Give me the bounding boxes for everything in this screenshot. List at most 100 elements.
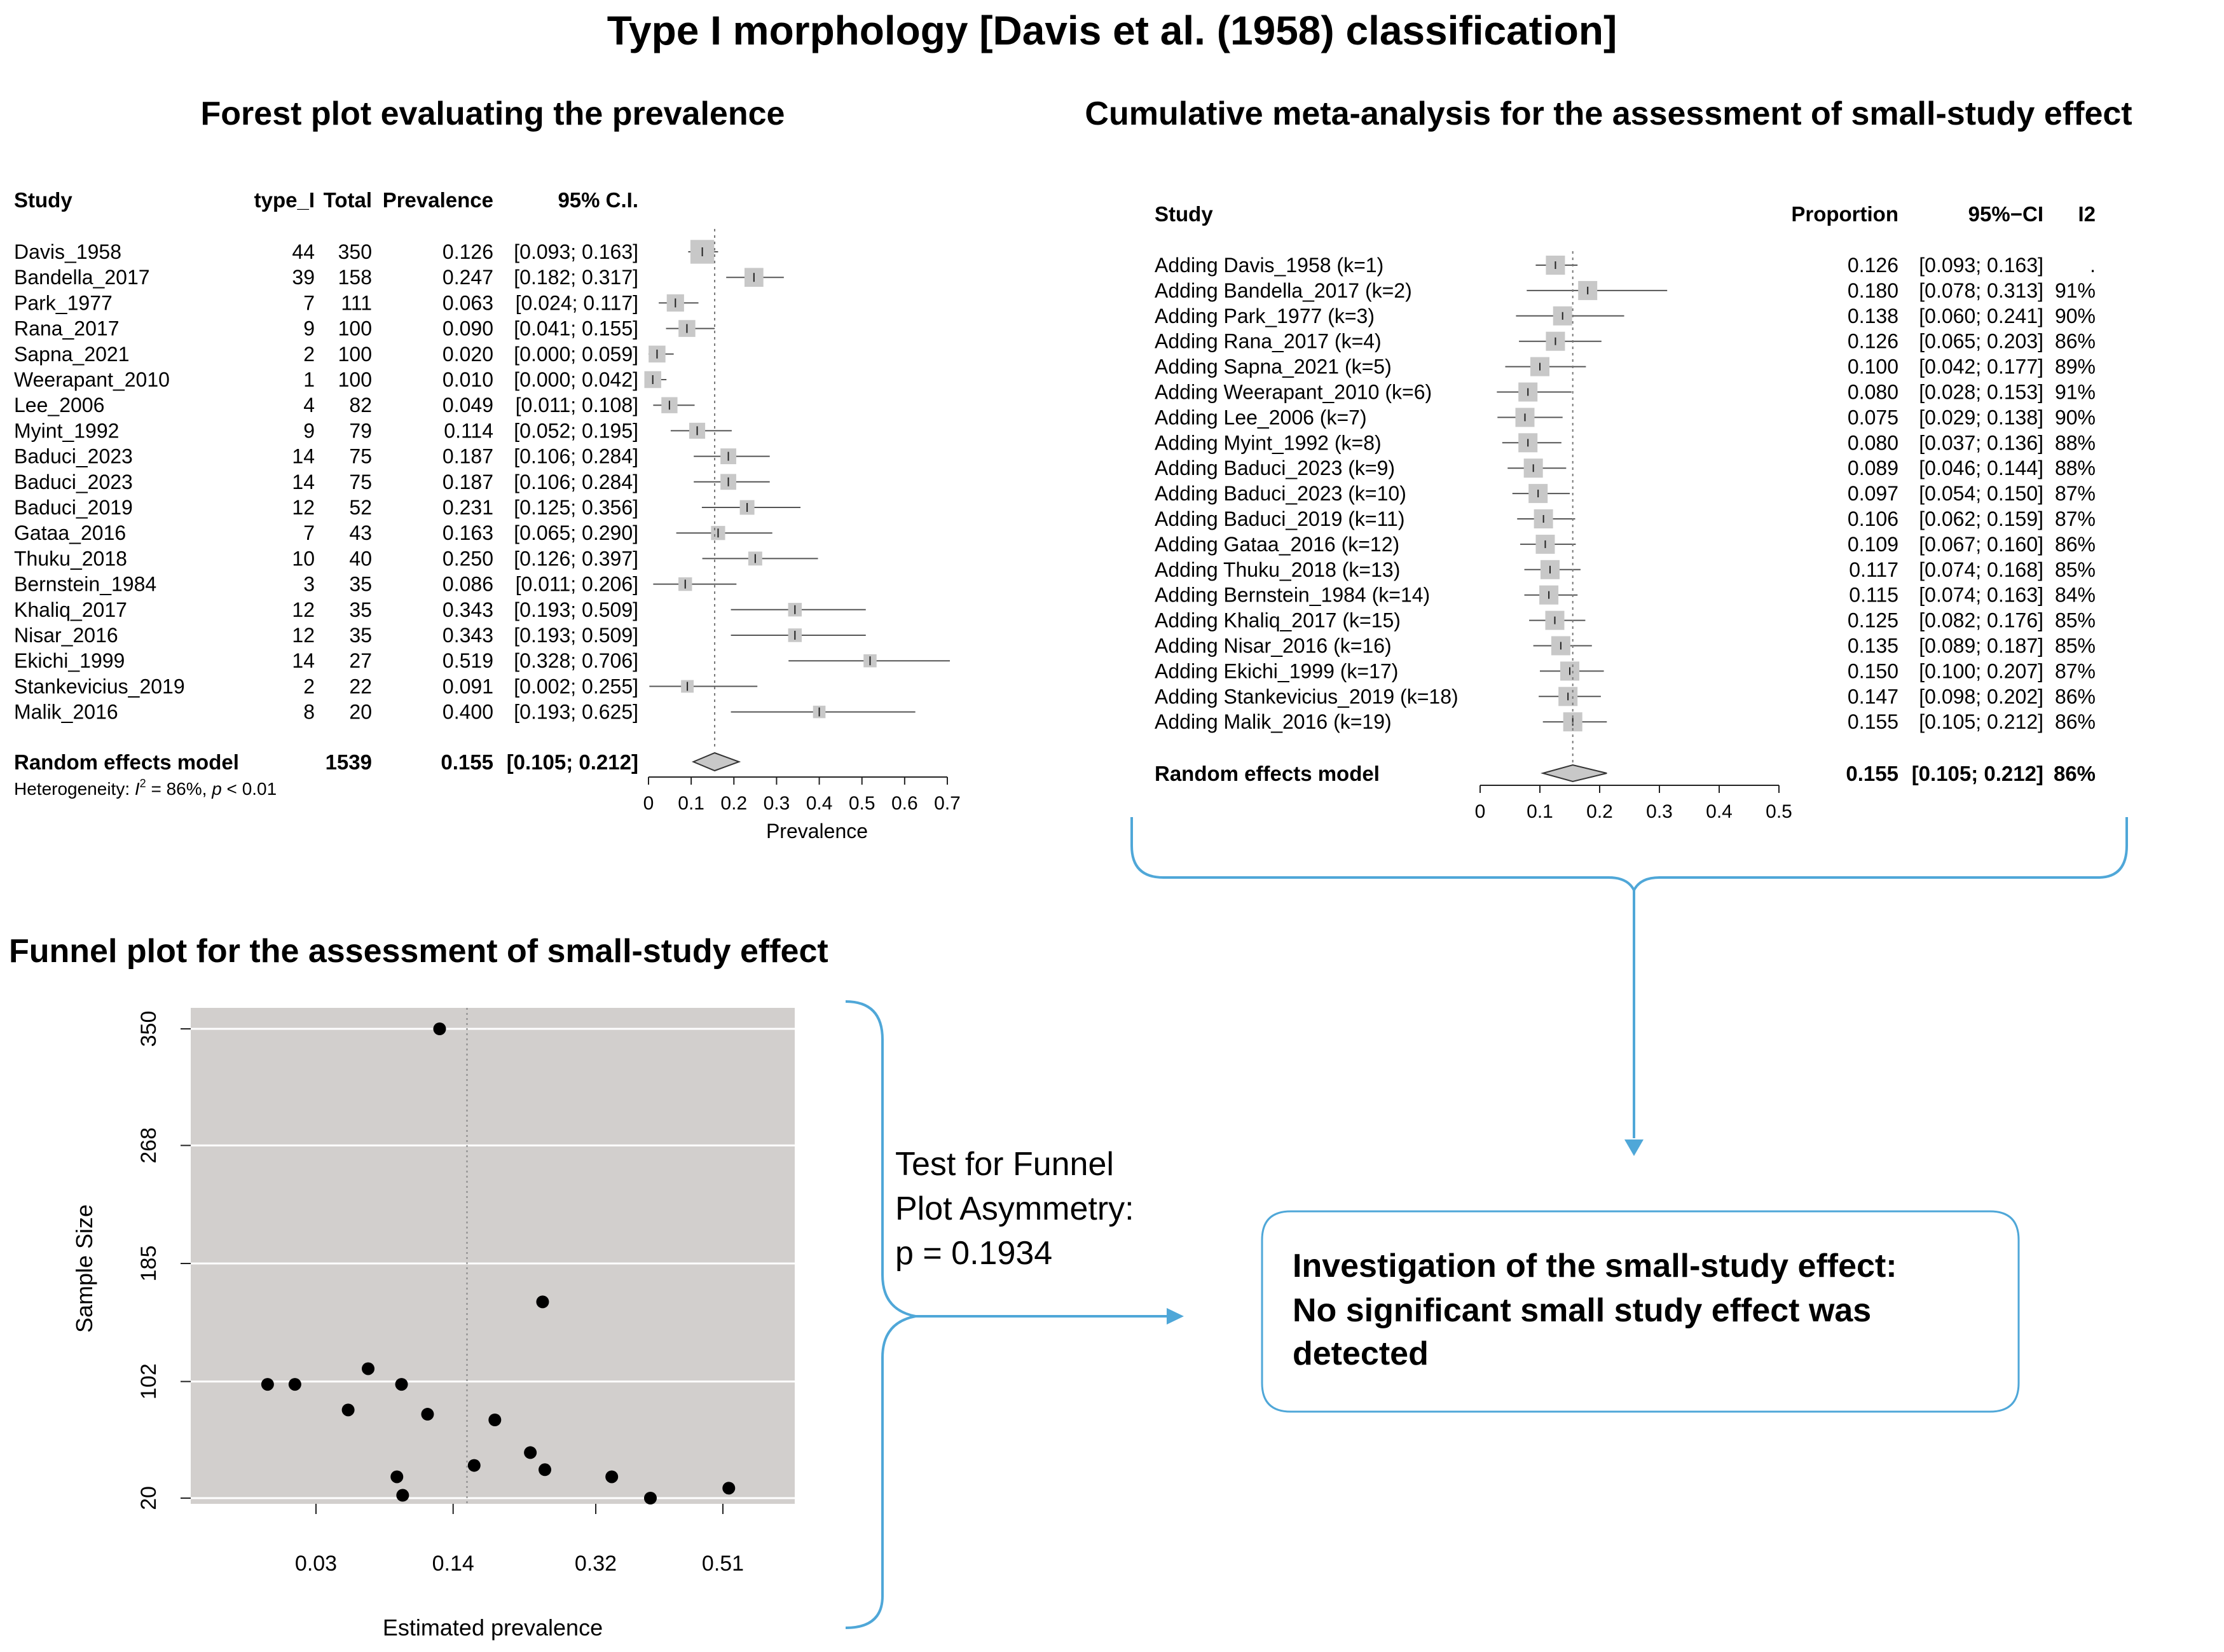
forest-row-study: Sapna_2021 [14, 343, 130, 366]
forest-row-total: 75 [349, 445, 372, 468]
forest-row-events: 14 [292, 445, 315, 468]
funnel-y-tick-label: 268 [137, 1127, 161, 1164]
forest-header-prevalence: Prevalence [383, 188, 493, 212]
cumulative-row-ci: [0.067; 0.160] [1919, 533, 2043, 556]
cumulative-row-proportion: 0.080 [1848, 381, 1898, 404]
funnel-x-tick-label: 0.51 [702, 1552, 744, 1576]
forest-row-prevalence: 0.400 [443, 701, 493, 724]
cumulative-row-i2: 90% [2055, 305, 2096, 327]
forest-x-tick-label: 0.1 [678, 793, 704, 814]
connectors [845, 817, 2128, 1629]
cumulative-title: Cumulative meta-analysis for the assessm… [1085, 95, 2132, 132]
forest-row-study: Khaliq_2017 [14, 598, 127, 621]
forest-row-study: Bandella_2017 [14, 266, 150, 289]
forest-row-total: 35 [349, 598, 372, 621]
cumulative-row-proportion: 0.100 [1848, 355, 1898, 378]
cumulative-row-proportion: 0.115 [1849, 584, 1898, 607]
forest-row-events: 12 [292, 624, 315, 647]
cumulative-row-proportion: 0.125 [1848, 609, 1898, 632]
forest-row-study: Rana_2017 [14, 317, 119, 340]
asymmetry-test-line-3: p = 0.1934 [895, 1235, 1052, 1272]
forest-row-prevalence: 0.343 [443, 598, 493, 621]
cumulative-row-study: Adding Park_1977 (k=3) [1155, 305, 1375, 327]
forest-row-total: 52 [349, 496, 372, 519]
main-title: Type I morphology [Davis et al. (1958) c… [607, 8, 1617, 53]
forest-row-events: 39 [292, 266, 315, 289]
forest-row-study: Baduci_2023 [14, 471, 133, 493]
cumulative-marks: 0 0.1 0.2 0.3 0.4 0.5 [1475, 251, 1792, 822]
cumulative-row-study: Adding Baduci_2019 (k=11) [1155, 507, 1404, 530]
forest-row-events: 4 [303, 394, 315, 416]
cumulative-row-i2: 89% [2055, 355, 2096, 378]
cumulative-header-ci: 95%−CI [1968, 202, 2043, 226]
forest-row-study: Weerapant_2010 [14, 368, 170, 391]
conclusion-line-1: Investigation of the small-study effect: [1293, 1248, 1897, 1284]
cumulative-row-ci: [0.082; 0.176] [1919, 609, 2043, 632]
forest-row-study: Malik_2016 [14, 701, 118, 724]
cumulative-row-i2: . [2090, 254, 2096, 277]
forest-row-prevalence: 0.231 [443, 496, 493, 519]
forest-marks: 0 0.1 0.2 0.3 0.4 0.5 0.6 0.7 [643, 229, 961, 814]
forest-row-total: 111 [341, 291, 372, 314]
forest-row-study: Park_1977 [14, 291, 113, 314]
funnel-x-tick-label: 0.32 [575, 1552, 617, 1576]
forest-row-prevalence: 0.247 [443, 266, 493, 289]
forest-row-prevalence: 0.187 [443, 471, 493, 493]
asymmetry-test: Test for Funnel Plot Asymmetry: p = 0.19… [895, 1146, 1134, 1272]
funnel-x-axis-label: Estimated prevalence [383, 1614, 603, 1641]
forest-row-total: 35 [349, 573, 372, 596]
forest-row-prevalence: 0.091 [443, 675, 493, 698]
forest-row-total: 100 [338, 368, 372, 391]
cumulative-row-i2: 87% [2055, 659, 2096, 682]
funnel-plot: Funnel plot for the assessment of small-… [9, 933, 828, 1641]
cumulative-row-i2: 85% [2055, 609, 2096, 632]
cumulative-x-tick-label: 0 [1475, 801, 1486, 822]
forest-row-events: 12 [292, 598, 315, 621]
cumulative-row-ci: [0.029; 0.138] [1919, 406, 2043, 429]
cumulative-row-proportion: 0.150 [1848, 659, 1898, 682]
cumulative-x-tick-label: 0.3 [1646, 801, 1673, 822]
conclusion-line-2: No significant small study effect was [1293, 1292, 1871, 1329]
forest-row-events: 14 [292, 649, 315, 672]
funnel-point [261, 1378, 274, 1391]
cumulative-row-i2: 86% [2055, 533, 2096, 556]
forest-row-ci: [0.193; 0.625] [514, 701, 638, 724]
cumulative-row-ci: [0.028; 0.153] [1919, 381, 2043, 404]
funnel-title: Funnel plot for the assessment of small-… [9, 933, 828, 970]
forest-pooled-diamond [691, 752, 741, 772]
forest-row-prevalence: 0.343 [443, 624, 493, 647]
cumulative-row-study: Adding Baduci_2023 (k=10) [1155, 482, 1406, 505]
forest-row-events: 3 [303, 573, 315, 596]
forest-row-total: 79 [349, 419, 372, 442]
funnel-point [396, 1489, 409, 1502]
asymmetry-test-line-1: Test for Funnel [895, 1146, 1114, 1183]
cumulative-pooled-diamond [1540, 764, 1607, 783]
forest-row-ci: [0.011; 0.108] [516, 394, 638, 416]
cumulative-row-i2: 85% [2055, 635, 2096, 657]
cumulative-row-study: Adding Davis_1958 (k=1) [1155, 254, 1383, 277]
cumulative-summary-label: Random effects model [1155, 762, 1380, 785]
forest-row-prevalence: 0.250 [443, 547, 493, 570]
cumulative-row-study: Adding Lee_2006 (k=7) [1155, 406, 1367, 429]
funnel-point [488, 1414, 502, 1426]
cumulative-row-study: Adding Bandella_2017 (k=2) [1155, 279, 1412, 302]
forest-summary-prevalence: 0.155 [441, 750, 493, 774]
cumulative-row-ci: [0.074; 0.163] [1919, 584, 2043, 607]
funnel-x-tick-label: 0.14 [432, 1552, 474, 1576]
cumulative-header-proportion: Proportion [1791, 202, 1898, 226]
funnel-y-tick-label: 102 [137, 1363, 161, 1400]
forest-row-events: 2 [303, 675, 315, 698]
cumulative-row-ci: [0.054; 0.150] [1919, 482, 2043, 505]
forest-x-tick-label: 0.7 [934, 793, 961, 814]
forest-row-events: 2 [303, 343, 315, 366]
forest-header-ci: 95% C.I. [558, 188, 638, 212]
cumulative-row-ci: [0.074; 0.168] [1919, 558, 2043, 581]
funnel-y-tick-label: 350 [137, 1011, 161, 1047]
cumulative-row-study: Adding Khaliq_2017 (k=15) [1155, 609, 1401, 632]
cumulative-row-ci: [0.078; 0.313] [1919, 279, 2043, 302]
forest-row-total: 82 [349, 394, 372, 416]
cumulative-summary-ci: [0.105; 0.212] [1912, 762, 2043, 785]
forest-row-events: 10 [292, 547, 315, 570]
cumulative-row-proportion: 0.075 [1848, 406, 1898, 429]
